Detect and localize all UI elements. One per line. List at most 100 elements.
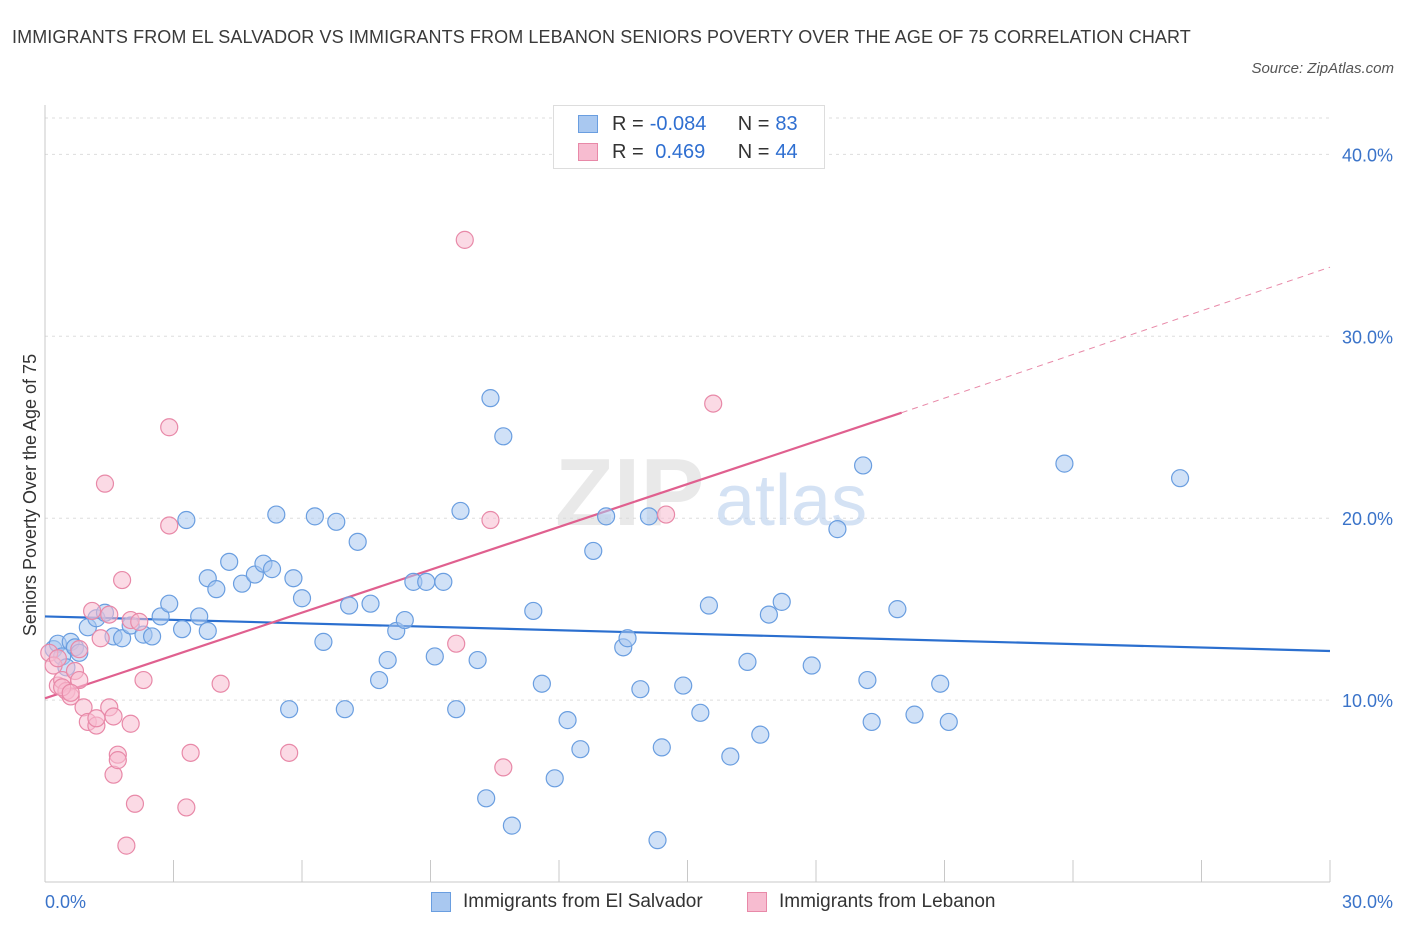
point-lebanon bbox=[656, 505, 676, 524]
point-el-salvador bbox=[451, 501, 470, 521]
y-axis-title: Seniors Poverty Over the Age of 75 bbox=[20, 354, 40, 636]
point-lebanon bbox=[91, 629, 110, 648]
point-el-salvador bbox=[828, 520, 847, 539]
point-lebanon bbox=[70, 670, 89, 690]
point-lebanon bbox=[117, 836, 136, 855]
point-lebanon bbox=[104, 707, 123, 726]
legend-swatch-blue bbox=[578, 115, 598, 133]
point-lebanon bbox=[130, 612, 149, 631]
point-lebanon bbox=[280, 743, 299, 762]
legend-r-label: R = bbox=[612, 112, 644, 135]
point-el-salvador bbox=[395, 610, 414, 630]
point-el-salvador bbox=[267, 505, 286, 524]
bottom-legend-swatch-blue bbox=[431, 892, 451, 912]
legend-n-label: N = bbox=[737, 112, 770, 135]
correlation-legend: R = -0.084 N = 83 R = 0.469 N = 44 bbox=[553, 105, 825, 169]
trend-line-lebanon bbox=[44, 411, 903, 700]
point-el-salvador bbox=[888, 600, 907, 619]
bottom-legend-label: Immigrants from Lebanon bbox=[779, 891, 996, 912]
point-el-salvador bbox=[284, 569, 303, 588]
gridlines bbox=[45, 117, 1330, 701]
point-el-salvador bbox=[198, 621, 217, 641]
point-el-salvador bbox=[858, 670, 877, 690]
point-el-salvador bbox=[691, 703, 710, 722]
point-el-salvador bbox=[502, 816, 521, 835]
point-el-salvador bbox=[292, 589, 312, 608]
point-lebanon bbox=[125, 794, 145, 813]
bottom-legend-swatch-pink bbox=[747, 892, 767, 912]
point-el-salvador bbox=[232, 574, 252, 593]
point-el-salvador bbox=[854, 456, 873, 475]
point-el-salvador bbox=[772, 592, 791, 611]
point-lebanon bbox=[134, 670, 153, 690]
point-lebanon bbox=[95, 474, 115, 493]
point-el-salvador bbox=[177, 510, 196, 530]
y-tick-label: 40.0% bbox=[1342, 145, 1393, 165]
axis-labels: 10.0% 20.0% 30.0% 40.0% 0.0% 30.0% Seniors Pov… bbox=[20, 145, 1393, 912]
point-el-salvador bbox=[314, 632, 333, 651]
legend-n-value: 44 bbox=[775, 140, 798, 163]
point-el-salvador bbox=[447, 700, 466, 719]
point-el-salvador bbox=[190, 607, 209, 626]
chart-title: IMMIGRANTS FROM EL SALVADOR VS IMMIGRANT… bbox=[12, 27, 1191, 47]
point-el-salvador bbox=[340, 596, 359, 615]
point-el-salvador bbox=[327, 512, 346, 531]
bottom-legend-label: Immigrants from El Salvador bbox=[463, 891, 703, 912]
point-lebanon bbox=[455, 230, 474, 249]
point-el-salvador bbox=[481, 389, 500, 408]
legend-r-value: 0.469 bbox=[649, 140, 706, 163]
point-el-salvador bbox=[305, 507, 324, 526]
point-lebanon bbox=[481, 510, 500, 530]
bottom-legend-el-salvador: Immigrants from El Salvador bbox=[431, 888, 703, 916]
point-el-salvador bbox=[738, 652, 757, 671]
point-el-salvador bbox=[639, 507, 659, 526]
trend-line-lebanon-extension bbox=[901, 266, 1331, 414]
watermark-zip: ZIP bbox=[555, 439, 704, 546]
point-el-salvador bbox=[1170, 469, 1190, 488]
point-lebanon bbox=[100, 605, 119, 624]
x-tick-label: 0.0% bbox=[45, 892, 86, 912]
point-el-salvador bbox=[262, 560, 282, 579]
point-lebanon bbox=[48, 649, 67, 668]
point-el-salvador bbox=[220, 552, 239, 571]
point-lebanon bbox=[87, 709, 106, 728]
point-lebanon bbox=[121, 714, 140, 733]
point-lebanon bbox=[160, 516, 179, 535]
point-el-salvador bbox=[674, 676, 693, 695]
legend-swatch-pink bbox=[578, 143, 598, 161]
point-lebanon bbox=[181, 743, 200, 762]
point-el-salvador bbox=[468, 650, 487, 670]
point-lebanon bbox=[83, 601, 102, 621]
point-el-salvador bbox=[939, 712, 958, 732]
point-el-salvador bbox=[631, 680, 650, 699]
legend-n-value: 83 bbox=[775, 112, 798, 135]
point-lebanon bbox=[108, 751, 127, 770]
y-tick-label: 20.0% bbox=[1342, 509, 1393, 529]
point-el-salvador bbox=[584, 541, 603, 561]
point-el-salvador bbox=[759, 605, 778, 624]
point-el-salvador bbox=[571, 740, 590, 759]
point-lebanon bbox=[112, 570, 132, 590]
point-el-salvador bbox=[524, 601, 543, 621]
point-lebanon bbox=[160, 418, 179, 437]
x-tick-label: 30.0% bbox=[1342, 892, 1393, 912]
y-tick-label: 30.0% bbox=[1342, 327, 1393, 347]
point-el-salvador bbox=[378, 650, 397, 670]
point-el-salvador bbox=[280, 700, 299, 719]
legend-row-lebanon: R = 0.469 N = 44 bbox=[578, 138, 798, 166]
point-el-salvador bbox=[802, 656, 821, 675]
point-el-salvador bbox=[434, 572, 453, 591]
point-el-salvador bbox=[494, 427, 513, 446]
legend-row-el-salvador: R = -0.084 N = 83 bbox=[578, 110, 798, 138]
point-el-salvador bbox=[931, 674, 950, 693]
point-lebanon bbox=[494, 758, 513, 777]
point-el-salvador bbox=[905, 705, 924, 724]
point-el-salvador bbox=[112, 629, 132, 648]
point-el-salvador bbox=[425, 647, 444, 666]
point-lebanon bbox=[61, 683, 80, 702]
legend-r-value: -0.084 bbox=[649, 112, 707, 135]
point-el-salvador bbox=[545, 769, 564, 788]
point-el-salvador bbox=[172, 620, 192, 639]
axes bbox=[44, 105, 1331, 883]
data-points bbox=[40, 230, 1190, 855]
